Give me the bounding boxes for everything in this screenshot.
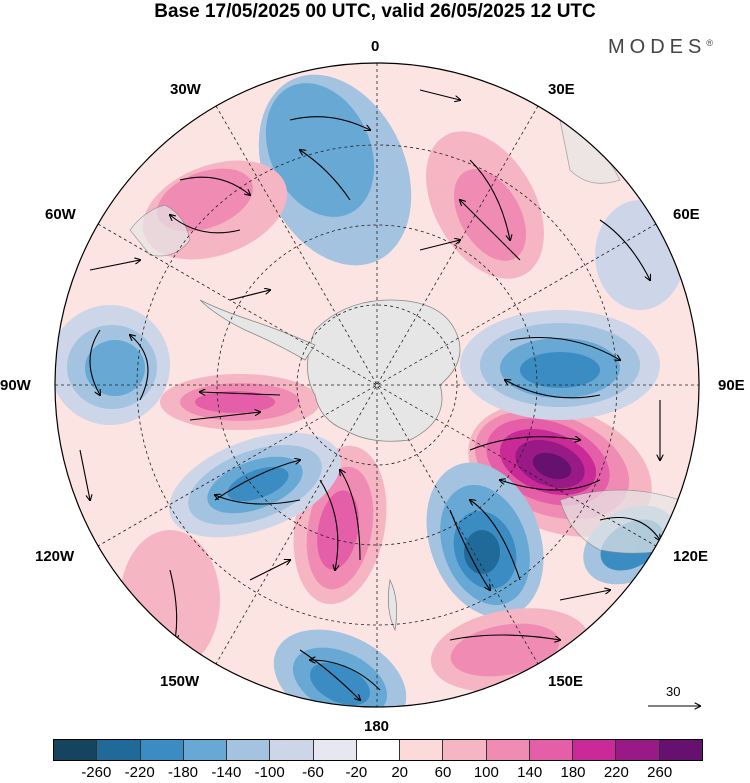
lon-label-120w: 120W	[35, 548, 75, 565]
colorbar-bin	[616, 740, 660, 760]
colorbar-tick-label: -180	[167, 764, 199, 781]
anomaly-blob	[317, 490, 359, 570]
lon-label-60e: 60E	[673, 206, 700, 223]
colorbar-bin	[443, 740, 487, 760]
colorbar-bin	[573, 740, 617, 760]
registered-mark: ®	[706, 38, 713, 48]
anomaly-blob	[532, 452, 572, 480]
lon-label-150w: 150W	[160, 673, 200, 690]
colorbar-bin	[227, 740, 271, 760]
antarctica-land	[307, 299, 461, 442]
chart-title: Base 17/05/2025 00 UTC, valid 26/05/2025…	[154, 1, 596, 22]
colorbar-bin	[529, 740, 574, 760]
anomaly-blob	[520, 352, 600, 388]
colorbar-bin	[356, 740, 401, 760]
graticule	[55, 63, 699, 707]
colorbar-bin	[400, 740, 444, 760]
colorbar-tick-label: 100	[473, 764, 499, 781]
colorbar-tick-label: -100	[254, 764, 285, 781]
lon-label-180: 180	[364, 718, 390, 735]
colorbar-tick-label: -60	[302, 764, 324, 781]
lon-label-30w: 30W	[170, 81, 201, 98]
colorbar-tick-label: 140	[517, 764, 543, 781]
lon-label-90w: 90W	[0, 377, 31, 394]
map-boundary	[54, 62, 700, 708]
colorbar-tick-label: 260	[647, 764, 673, 781]
colorbar-bin	[97, 740, 141, 760]
lon-label-150e: 150E	[548, 673, 584, 690]
lon-label-30e: 30E	[548, 81, 575, 98]
colorbar-tick-label: 220	[603, 764, 629, 781]
antarctic-peninsula	[199, 299, 316, 361]
colorbar-tick-label: 60	[434, 764, 452, 781]
wind-vectors	[79, 89, 660, 700]
colorbar-tick-label: -20	[345, 764, 368, 781]
colorbar-tick-label: -140	[211, 764, 242, 781]
lon-label-0: 0	[371, 38, 380, 55]
colorbar-bin	[270, 740, 314, 760]
colorbar-tick-label: 180	[560, 764, 586, 781]
colorbar-tick-label: 20	[391, 764, 408, 781]
new-zealand	[387, 578, 398, 632]
colorbar-bin	[313, 740, 357, 760]
anomaly-blob	[85, 340, 145, 396]
anomaly-blob	[265, 83, 375, 217]
colorbar-tick-label: -260	[81, 764, 112, 781]
colorbar-bin	[54, 740, 98, 760]
colorbar-bin	[140, 740, 184, 760]
colorbar-bin	[183, 740, 228, 760]
reference-vector-label: 30	[666, 684, 681, 699]
colorbar-bin	[659, 740, 702, 760]
lon-label-60w: 60W	[45, 206, 76, 223]
anomaly-blob	[464, 530, 500, 574]
brand-name: MODES	[608, 36, 707, 58]
colorbar	[53, 739, 703, 761]
lon-label-120e: 120E	[673, 548, 709, 565]
anomaly-blob	[195, 391, 275, 413]
lon-label-90e: 90E	[718, 377, 745, 394]
colorbar-tick-label: -220	[124, 764, 155, 781]
anomaly-field	[55, 63, 699, 707]
anomaly-blob	[120, 530, 220, 670]
anomaly-blob	[227, 466, 289, 502]
anomaly-blob	[157, 168, 253, 232]
modes-logo: MODES®	[608, 36, 713, 59]
colorbar-bin	[486, 740, 530, 760]
